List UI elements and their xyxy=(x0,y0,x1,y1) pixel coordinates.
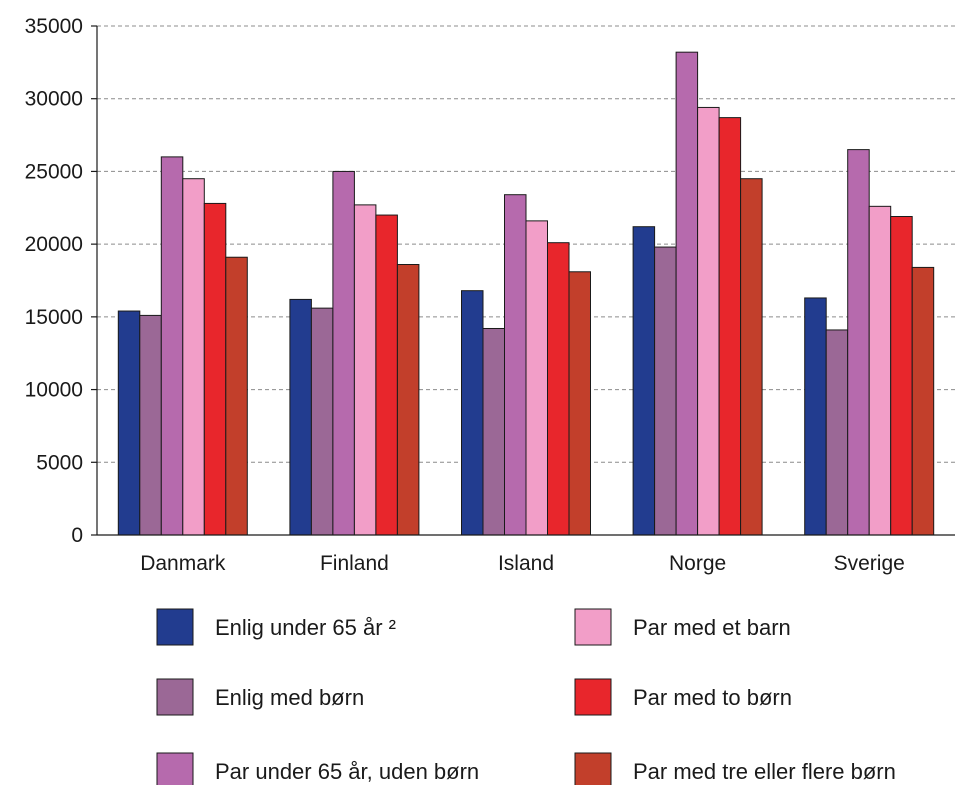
y-tick-label: 35000 xyxy=(25,15,83,38)
axes xyxy=(91,25,955,536)
bar-island-series-4 xyxy=(525,220,548,536)
bars xyxy=(117,51,935,536)
y-tick-label: 30000 xyxy=(25,88,83,111)
y-tick-label: 20000 xyxy=(25,233,83,256)
bar-norge-series-2 xyxy=(654,246,677,536)
bar-sverige-series-3 xyxy=(847,149,870,536)
bar-island-series-6 xyxy=(568,271,591,536)
bar-finland-series-4 xyxy=(353,204,377,536)
legend-swatch xyxy=(574,678,612,716)
bar-island-series-5 xyxy=(547,242,570,536)
legend-swatch xyxy=(574,752,612,785)
bar-norge-series-1 xyxy=(632,226,656,536)
bar-island-series-1 xyxy=(461,290,484,536)
bar-finland-series-5 xyxy=(375,214,398,536)
x-tick-label: Sverige xyxy=(834,552,905,575)
bar-finland-series-2 xyxy=(310,307,334,536)
y-tick-label: 5000 xyxy=(36,451,83,474)
bar-danmark-series-2 xyxy=(139,314,162,536)
bar-sverige-series-6 xyxy=(911,266,935,536)
x-tick-label: Norge xyxy=(669,552,726,575)
y-axis-tick-labels: 0 5000 10000 15000 20000 25000 30000 35000 xyxy=(25,15,83,547)
bar-sverige-series-5 xyxy=(890,216,913,536)
legend-label: Par under 65 år, uden børn xyxy=(215,759,479,784)
legend-label: Par med tre eller flere børn xyxy=(633,759,896,784)
bar-norge-series-6 xyxy=(740,178,763,536)
legend-swatch xyxy=(574,608,612,646)
legend-label: Enlig med børn xyxy=(215,685,364,710)
bar-sverige-series-1 xyxy=(804,297,827,536)
bar-finland-series-6 xyxy=(396,264,420,536)
bar-danmark-series-6 xyxy=(225,256,248,536)
x-tick-label: Island xyxy=(498,552,554,575)
bar-island-series-2 xyxy=(482,327,505,536)
bar-finland-series-3 xyxy=(332,170,355,536)
bar-finland-series-1 xyxy=(289,298,312,536)
bar-island-series-3 xyxy=(504,194,527,536)
legend-label: Enlig under 65 år ² xyxy=(215,615,396,640)
y-tick-label: 25000 xyxy=(25,160,83,183)
bar-danmark-series-5 xyxy=(203,202,227,536)
bar-danmark-series-1 xyxy=(117,310,141,536)
bar-norge-series-5 xyxy=(718,117,742,536)
legend-swatch xyxy=(156,678,194,716)
bar-norge-series-3 xyxy=(675,51,699,536)
legend: Enlig under 65 år ² Enlig med børn Par und… xyxy=(156,608,896,785)
bar-norge-series-4 xyxy=(697,106,720,536)
y-tick-label: 0 xyxy=(71,524,83,547)
legend-swatch xyxy=(156,608,194,646)
x-tick-label: Finland xyxy=(320,552,389,575)
bar-sverige-series-2 xyxy=(825,329,849,536)
y-tick-label: 15000 xyxy=(25,306,83,329)
bar-sverige-series-4 xyxy=(868,205,892,536)
legend-label: Par med to børn xyxy=(633,685,792,710)
bar-danmark-series-4 xyxy=(182,178,205,536)
bar-danmark-series-3 xyxy=(160,156,184,536)
x-tick-label: Danmark xyxy=(140,552,226,575)
y-tick-label: 10000 xyxy=(25,379,83,402)
legend-label: Par med et barn xyxy=(633,615,791,640)
legend-swatch xyxy=(156,752,194,785)
x-axis-tick-labels: Danmark Finland Island Norge Sverige xyxy=(140,552,905,575)
